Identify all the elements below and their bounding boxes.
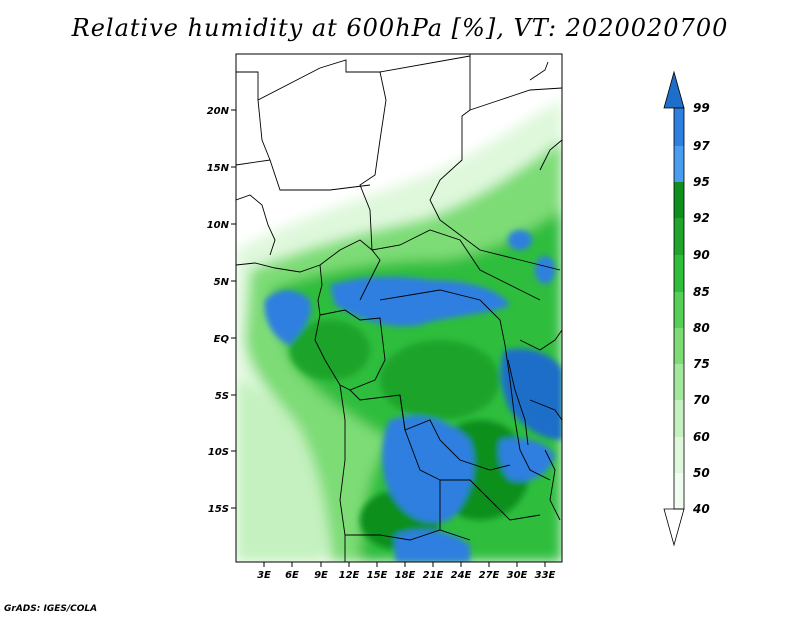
lat-label-5n: 5N xyxy=(214,277,230,288)
border-coast-angola xyxy=(339,384,346,562)
lat-label-eq: EQ xyxy=(214,334,230,345)
field-blue-center-north xyxy=(330,276,510,327)
colorbar-95-97 xyxy=(674,146,684,182)
border-tanzania xyxy=(529,399,562,421)
lon-label-18e: 18E xyxy=(395,570,416,581)
credit-label: GrADS: IGES/COLA xyxy=(4,604,98,614)
border-red-sea xyxy=(529,61,549,81)
field-blue-north-east-2 xyxy=(535,256,555,284)
lon-label-12e: 12E xyxy=(339,570,360,581)
border-east-lakes xyxy=(519,329,562,351)
colorbar-outline xyxy=(673,107,685,510)
colorbar-90-92 xyxy=(674,218,684,255)
border-zambia xyxy=(440,479,541,521)
humidity-field xyxy=(236,54,562,562)
field-blue-southeast xyxy=(498,438,555,482)
border-mali xyxy=(257,99,271,161)
border-angola-namibia xyxy=(345,529,471,541)
colorbar-top-arrow xyxy=(663,70,685,109)
colorbar-92-95 xyxy=(674,182,684,218)
border-congo xyxy=(319,309,386,391)
colorbar-label-40: 40 xyxy=(692,502,710,516)
lon-label-9e: 9E xyxy=(314,570,328,581)
border-coast-gabon xyxy=(314,264,341,386)
colorbar-label-99: 99 xyxy=(693,101,710,115)
field-dark-green-1 xyxy=(290,320,370,380)
colorbar-label-97: 97 xyxy=(693,139,710,153)
field-blue-north-east xyxy=(508,230,532,250)
lon-label-27e: 27E xyxy=(479,570,500,581)
lon-label-3e: 3E xyxy=(257,570,271,581)
colorbar: 99 97 95 92 90 85 80 75 70 60 50 40 xyxy=(663,70,710,547)
border-car xyxy=(371,229,541,301)
colorbar-label-95: 95 xyxy=(693,175,710,189)
lat-label-20n: 20N xyxy=(207,106,230,117)
border-sudan-southsudan xyxy=(439,219,561,271)
colorbar-bottom-arrow xyxy=(663,508,685,547)
lat-label-10n: 10N xyxy=(207,220,230,231)
plot-frame xyxy=(235,53,563,563)
border-chad-niger xyxy=(359,71,387,251)
border-coast-gulf xyxy=(236,262,321,273)
lat-axis: 20N 15N 10N 5N EQ 5S 10S 15S xyxy=(207,106,236,515)
border-west-africa xyxy=(236,194,276,256)
lat-label-15n: 15N xyxy=(207,163,230,174)
colorbar-label-50: 50 xyxy=(693,466,710,480)
lon-label-21e: 21E xyxy=(423,570,444,581)
border-sahara-1 xyxy=(236,55,471,101)
field-blue-south xyxy=(395,529,470,562)
lon-label-24e: 24E xyxy=(451,570,472,581)
colorbar-label-60: 60 xyxy=(693,430,710,444)
chart-title: Relative humidity at 600hPa [%], VT: 202… xyxy=(71,14,729,42)
colorbar-label-70: 70 xyxy=(693,393,710,407)
colorbar-80-85 xyxy=(674,292,684,328)
colorbar-75-80 xyxy=(674,328,684,364)
field-blue-west-coast xyxy=(264,290,311,345)
colorbar-label-90: 90 xyxy=(693,248,710,262)
lon-label-30e: 30E xyxy=(507,570,528,581)
border-malawi xyxy=(544,449,561,521)
border-drc-north xyxy=(379,289,506,346)
lat-label-10s: 10S xyxy=(208,447,229,458)
border-ethiopia xyxy=(539,139,562,171)
colorbar-85-90 xyxy=(674,255,684,292)
colorbar-40-50 xyxy=(674,473,684,509)
colorbar-50-60 xyxy=(674,437,684,473)
country-borders xyxy=(236,54,562,562)
colorbar-label-92: 92 xyxy=(693,211,710,225)
lon-label-15e: 15E xyxy=(367,570,388,581)
lon-label-6e: 6E xyxy=(285,570,299,581)
lat-label-15s: 15S xyxy=(208,504,229,515)
colorbar-label-75: 75 xyxy=(693,357,710,371)
lon-axis: 3E 6E 9E 12E 15E 18E 21E 24E 27E 30E 33E xyxy=(257,562,556,581)
colorbar-60-70 xyxy=(674,400,684,437)
colorbar-label-85: 85 xyxy=(693,285,710,299)
colorbar-70-75 xyxy=(674,364,684,400)
field-blue-east xyxy=(500,348,562,440)
field-dark-green-2 xyxy=(380,340,500,420)
lat-label-5s: 5S xyxy=(215,391,229,402)
border-egypt-sudan xyxy=(469,87,562,111)
colorbar-97-99 xyxy=(674,108,684,146)
field-blue-south-center xyxy=(382,416,474,523)
field-south-atlantic xyxy=(236,380,328,562)
border-drc-east xyxy=(504,344,551,481)
border-great-rift xyxy=(507,359,529,446)
lon-label-33e: 33E xyxy=(535,570,556,581)
border-niger-nigeria xyxy=(236,159,371,191)
colorbar-label-80: 80 xyxy=(693,321,710,335)
